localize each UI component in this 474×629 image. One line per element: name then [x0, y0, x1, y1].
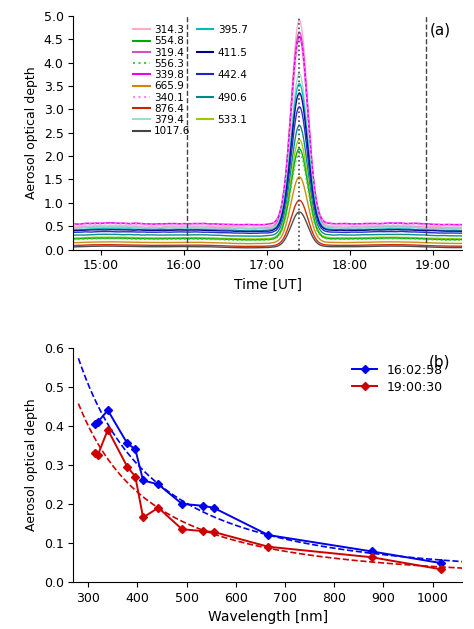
16:02:58 — [200, 502, 206, 509]
X-axis label: Time [UT]: Time [UT] — [234, 278, 302, 292]
16:02:58 — [105, 406, 110, 414]
19:00:30 — [95, 452, 100, 459]
16:02:58 — [265, 532, 271, 539]
19:00:30 — [265, 543, 271, 550]
19:00:30 — [369, 554, 374, 561]
19:00:30 — [132, 473, 138, 481]
19:00:30 — [105, 426, 110, 433]
16:02:58 — [95, 418, 100, 426]
19:00:30 — [155, 504, 161, 511]
16:02:58 — [211, 504, 217, 511]
Line: 16:02:58: 16:02:58 — [92, 408, 444, 566]
16:02:58 — [179, 500, 185, 508]
16:02:58 — [369, 548, 374, 555]
16:02:58 — [140, 477, 146, 484]
Text: (a): (a) — [429, 23, 450, 38]
19:00:30 — [125, 463, 130, 470]
X-axis label: Wavelength [nm]: Wavelength [nm] — [208, 610, 328, 624]
Line: 19:00:30: 19:00:30 — [92, 427, 444, 572]
16:02:58 — [125, 440, 130, 447]
19:00:30 — [92, 449, 98, 457]
Text: (b): (b) — [429, 355, 450, 370]
19:00:30 — [438, 565, 444, 573]
16:02:58 — [92, 420, 98, 428]
Legend: 16:02:58, 19:00:30: 16:02:58, 19:00:30 — [347, 359, 448, 399]
Y-axis label: Aerosol optical depth: Aerosol optical depth — [25, 67, 38, 199]
16:02:58 — [155, 481, 161, 488]
19:00:30 — [140, 514, 146, 521]
16:02:58 — [438, 559, 444, 567]
19:00:30 — [200, 527, 206, 535]
16:02:58 — [132, 445, 138, 453]
Legend: 314.3, 554.8, 319.4, 556.3, 339.8, 665.9, 340.1, 876.4, 379.4, 1017.6, 395.7, , : 314.3, 554.8, 319.4, 556.3, 339.8, 665.9… — [129, 21, 252, 140]
19:00:30 — [179, 525, 185, 533]
Y-axis label: Aerosol optical depth: Aerosol optical depth — [25, 399, 38, 531]
19:00:30 — [211, 528, 217, 536]
